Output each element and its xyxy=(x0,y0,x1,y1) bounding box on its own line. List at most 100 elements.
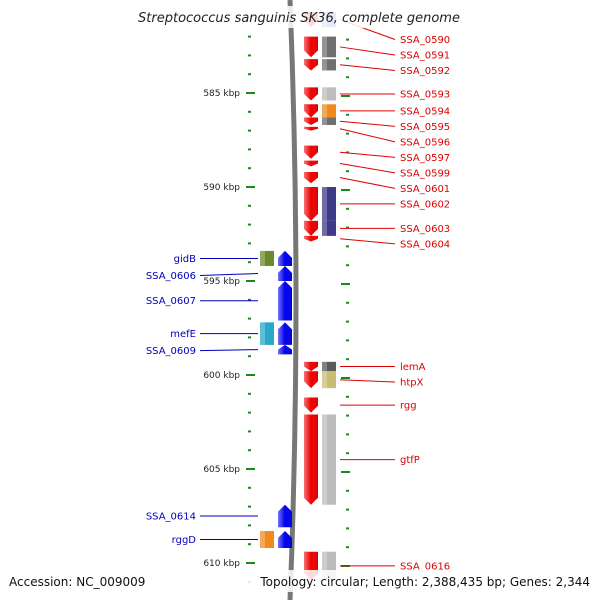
cog-box-highlight xyxy=(322,371,327,389)
title-backdrop xyxy=(120,6,480,28)
gene-label-reverse: rggD xyxy=(172,535,197,546)
forward-gene-arrow-shade xyxy=(304,414,318,505)
cog-box-highlight xyxy=(260,322,265,345)
reverse-gene-arrow-shade xyxy=(278,281,292,321)
gene-label-forward: htpX xyxy=(400,378,424,389)
reverse-gene-arrow-shade xyxy=(278,504,292,528)
forward-gene-arrow-shade xyxy=(304,104,318,118)
topology-label: Topology: circular; Length: 2,388,435 bp… xyxy=(259,575,590,589)
cog-box xyxy=(322,117,336,125)
forward-gene-arrow-shade xyxy=(304,187,318,221)
reverse-gene-arrow-shade xyxy=(278,265,292,281)
forward-gene-arrow-shade xyxy=(304,59,318,71)
gene-label-forward: SSA_0599 xyxy=(400,168,450,179)
forward-gene-arrow-shade xyxy=(304,220,318,236)
gene-label-forward: rgg xyxy=(400,401,417,412)
cog-boxes xyxy=(260,12,336,580)
cog-box xyxy=(322,371,336,389)
label-leader-forward xyxy=(339,64,396,71)
gene-label-reverse: SSA_0609 xyxy=(146,346,196,357)
gene-label-reverse: gidB xyxy=(174,254,196,265)
gene-label-forward: SSA_0592 xyxy=(400,66,450,77)
gene-label-forward: SSA_0602 xyxy=(400,199,450,210)
cog-box xyxy=(260,250,274,266)
cog-box-highlight xyxy=(260,250,265,266)
gene-labels: SSA_0590 SSA_0591 SSA_0592 SSA_0593 SSA_0594… xyxy=(146,35,450,572)
forward-gene-arrow-shade xyxy=(304,126,318,131)
cog-box-highlight xyxy=(322,220,327,236)
reverse-gene-arrow-shade xyxy=(278,322,292,345)
footer-backdrop xyxy=(0,570,600,592)
gene-label-forward: SSA_0616 xyxy=(400,561,450,572)
cog-box-highlight xyxy=(260,531,265,548)
cog-box xyxy=(322,220,336,236)
forward-gene-arrow-shade xyxy=(304,235,318,242)
cog-box xyxy=(322,36,336,58)
gene-label-forward: SSA_0601 xyxy=(400,184,450,195)
label-leader-forward xyxy=(339,379,396,383)
tick-marks-right xyxy=(341,38,350,586)
reverse-gene-arrow-shade xyxy=(278,344,292,355)
cog-box xyxy=(260,531,274,548)
cog-box-highlight xyxy=(322,36,327,58)
label-leader-forward xyxy=(339,128,396,143)
gene-label-forward: SSA_0591 xyxy=(400,51,450,62)
cog-box-highlight xyxy=(322,551,327,580)
gene-label-forward: lemA xyxy=(400,362,426,373)
cog-box-highlight xyxy=(322,59,327,71)
tick-marks-left xyxy=(246,35,255,583)
forward-gene-arrow-shade xyxy=(304,36,318,58)
cog-box xyxy=(322,87,336,101)
genome-backbone xyxy=(287,0,299,600)
gene-label-reverse: mefE xyxy=(170,329,196,340)
label-leader-reverse xyxy=(199,272,259,276)
kbp-scale: 585 kbp 590 kbp 595 kbp 600 kbp 605 kbp 610 k… xyxy=(203,89,240,569)
cog-box-highlight xyxy=(322,104,327,118)
label-leaders xyxy=(199,19,396,567)
kbp-label: 605 kbp xyxy=(203,465,240,475)
gene-label-forward: SSA_0594 xyxy=(400,106,450,117)
cog-box xyxy=(322,414,336,505)
label-leader-reverse xyxy=(199,349,259,352)
label-leader-forward xyxy=(339,46,396,56)
kbp-label: 590 kbp xyxy=(203,183,240,193)
gene-label-forward: SSA_0596 xyxy=(400,137,450,148)
forward-gene-arrow-shade xyxy=(304,371,318,389)
kbp-label: 585 kbp xyxy=(203,89,240,99)
gene-label-reverse: SSA_0614 xyxy=(146,512,196,523)
accession-label: Accession: NC_009009 xyxy=(9,575,145,589)
kbp-label: 600 kbp xyxy=(203,371,240,381)
cog-box-highlight xyxy=(322,361,327,372)
label-leader-forward xyxy=(339,163,396,174)
cog-box-highlight xyxy=(322,187,327,221)
label-leader-forward xyxy=(339,238,396,245)
label-leader-forward xyxy=(339,120,396,127)
cog-box xyxy=(322,59,336,71)
gene-label-reverse: SSA_0607 xyxy=(146,296,196,307)
gene-label-forward: SSA_0603 xyxy=(400,224,450,235)
forward-gene-arrow-shade xyxy=(304,145,318,159)
figure-title: Streptococcus sanguinis SK36, complete g… xyxy=(138,11,460,26)
reverse-gene-arrow-shade xyxy=(278,531,292,548)
label-leader-forward xyxy=(339,177,396,189)
forward-gene-arrow-shade xyxy=(304,87,318,101)
forward-gene-arrow-shade xyxy=(304,160,318,167)
gene-label-forward: gtfP xyxy=(400,455,420,466)
cog-box xyxy=(322,104,336,118)
gene-label-forward: SSA_0593 xyxy=(400,89,450,100)
gene-label-forward: SSA_0595 xyxy=(400,122,450,133)
gene-label-reverse: SSA_0606 xyxy=(146,271,196,282)
kbp-label: 595 kbp xyxy=(203,277,240,287)
cog-box-highlight xyxy=(322,414,327,505)
label-leader-forward xyxy=(339,151,396,158)
forward-gene-arrow-shade xyxy=(304,171,318,184)
cog-box xyxy=(260,322,274,345)
kbp-label: 610 kbp xyxy=(203,559,240,569)
cog-box-highlight xyxy=(322,87,327,101)
gene-label-forward: SSA_0597 xyxy=(400,153,450,164)
cog-box xyxy=(322,187,336,221)
cog-box-highlight xyxy=(322,117,327,125)
forward-gene-arrow-shade xyxy=(304,361,318,372)
forward-gene-arrow-shade xyxy=(304,397,318,413)
